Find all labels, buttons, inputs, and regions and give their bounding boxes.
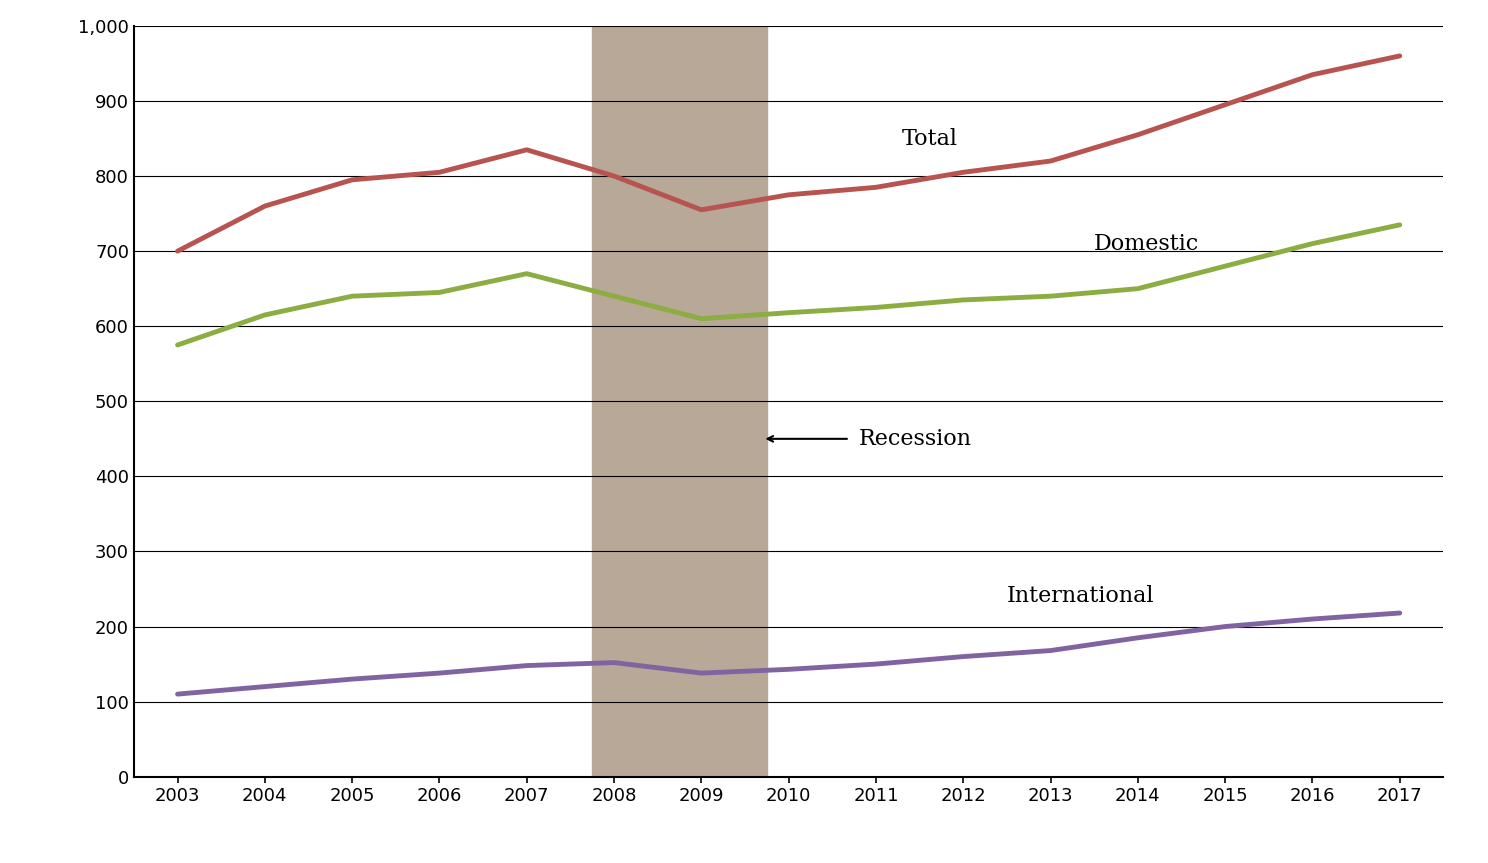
- Text: International: International: [1007, 585, 1155, 607]
- Text: Total: Total: [902, 128, 958, 150]
- Bar: [592, 26, 766, 777]
- Text: Recession: Recession: [859, 428, 972, 450]
- Text: Domestic: Domestic: [1094, 233, 1199, 255]
